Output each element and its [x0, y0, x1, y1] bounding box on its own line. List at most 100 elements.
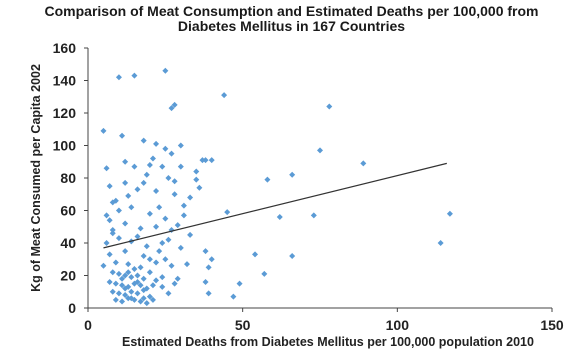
data-point [122, 220, 129, 227]
data-point [128, 274, 135, 281]
data-point [208, 256, 215, 263]
data-point [103, 212, 110, 219]
data-point [159, 240, 166, 246]
data-point [193, 168, 200, 175]
data-point [122, 158, 129, 165]
data-point [128, 295, 135, 302]
trendline [103, 162, 447, 249]
data-point [119, 132, 126, 139]
data-point [112, 280, 119, 287]
data-point [109, 269, 116, 276]
data-point [115, 207, 122, 214]
data-point [264, 176, 271, 183]
axes [87, 48, 552, 309]
data-point [171, 191, 178, 198]
data-point [174, 275, 181, 282]
data-point [177, 244, 184, 251]
data-point [134, 272, 141, 279]
data-point [125, 192, 132, 199]
data-point [143, 171, 150, 178]
data-point [112, 296, 119, 303]
y-tick-label: 40 [60, 235, 76, 251]
y-tick-label: 140 [53, 73, 77, 89]
data-point [187, 231, 194, 238]
data-point [128, 204, 135, 211]
data-point [289, 171, 296, 178]
data-point [100, 127, 107, 134]
data-point [134, 186, 141, 193]
data-point [125, 295, 132, 302]
data-point [140, 287, 147, 294]
data-point [140, 253, 147, 259]
data-point [165, 236, 172, 243]
data-point [109, 230, 116, 237]
data-point [187, 194, 194, 201]
data-point [146, 256, 153, 263]
data-point [109, 227, 116, 233]
data-point [224, 209, 231, 216]
data-points [100, 67, 453, 307]
data-point [146, 293, 153, 300]
x-axis-label: Estimated Deaths from Diabetes Mellitus … [122, 335, 534, 349]
data-point [276, 214, 283, 220]
data-point [119, 275, 126, 282]
data-point [149, 155, 156, 162]
data-point [153, 223, 160, 230]
data-point [437, 240, 444, 246]
y-tick-label: 0 [68, 300, 76, 316]
data-point [171, 280, 178, 287]
data-point [131, 72, 138, 79]
data-point [230, 293, 237, 300]
data-point [134, 233, 141, 240]
x-tick-label: 150 [540, 317, 564, 333]
y-tick-label: 80 [60, 170, 76, 186]
data-point [140, 137, 147, 144]
y-tick-label: 20 [60, 268, 76, 284]
data-point [162, 256, 169, 263]
y-tick-label: 100 [53, 138, 77, 154]
data-point [115, 270, 122, 277]
data-point [156, 204, 163, 211]
data-point [137, 225, 144, 232]
data-point [196, 184, 203, 191]
data-point [112, 197, 119, 204]
data-point [153, 140, 160, 147]
data-point [159, 274, 166, 281]
data-point [140, 295, 147, 302]
data-point [168, 105, 175, 112]
data-point [140, 179, 147, 186]
data-point [125, 269, 132, 276]
data-point [326, 103, 333, 110]
data-point [131, 163, 138, 170]
y-axis-label: Kg of Meat Consumed per Capita 2002 [29, 64, 43, 292]
data-point [106, 217, 113, 224]
chart-title-line-1: Comparison of Meat Consumption and Estim… [44, 3, 539, 19]
data-point [236, 280, 243, 287]
data-point [446, 210, 453, 217]
trendline-group [103, 162, 447, 249]
data-point [149, 282, 156, 289]
data-point [106, 183, 113, 190]
data-point [177, 163, 184, 170]
data-point [252, 251, 259, 258]
data-point [208, 157, 215, 164]
data-point [162, 67, 169, 74]
data-point [162, 145, 169, 152]
data-point [202, 157, 209, 164]
data-point [171, 178, 178, 185]
y-axis-ticks: 0 20 40 60 80 100 120 140 160 [53, 40, 88, 316]
data-point [146, 269, 153, 276]
data-point [146, 162, 153, 168]
data-point [122, 272, 129, 279]
y-tick-label: 160 [53, 40, 77, 56]
data-point [137, 282, 144, 289]
data-point [159, 283, 166, 290]
data-point [153, 277, 160, 284]
data-point [125, 261, 132, 268]
data-point [131, 266, 138, 272]
data-point [137, 264, 144, 271]
data-point [171, 101, 178, 108]
data-point [168, 262, 175, 269]
data-point [119, 282, 126, 289]
